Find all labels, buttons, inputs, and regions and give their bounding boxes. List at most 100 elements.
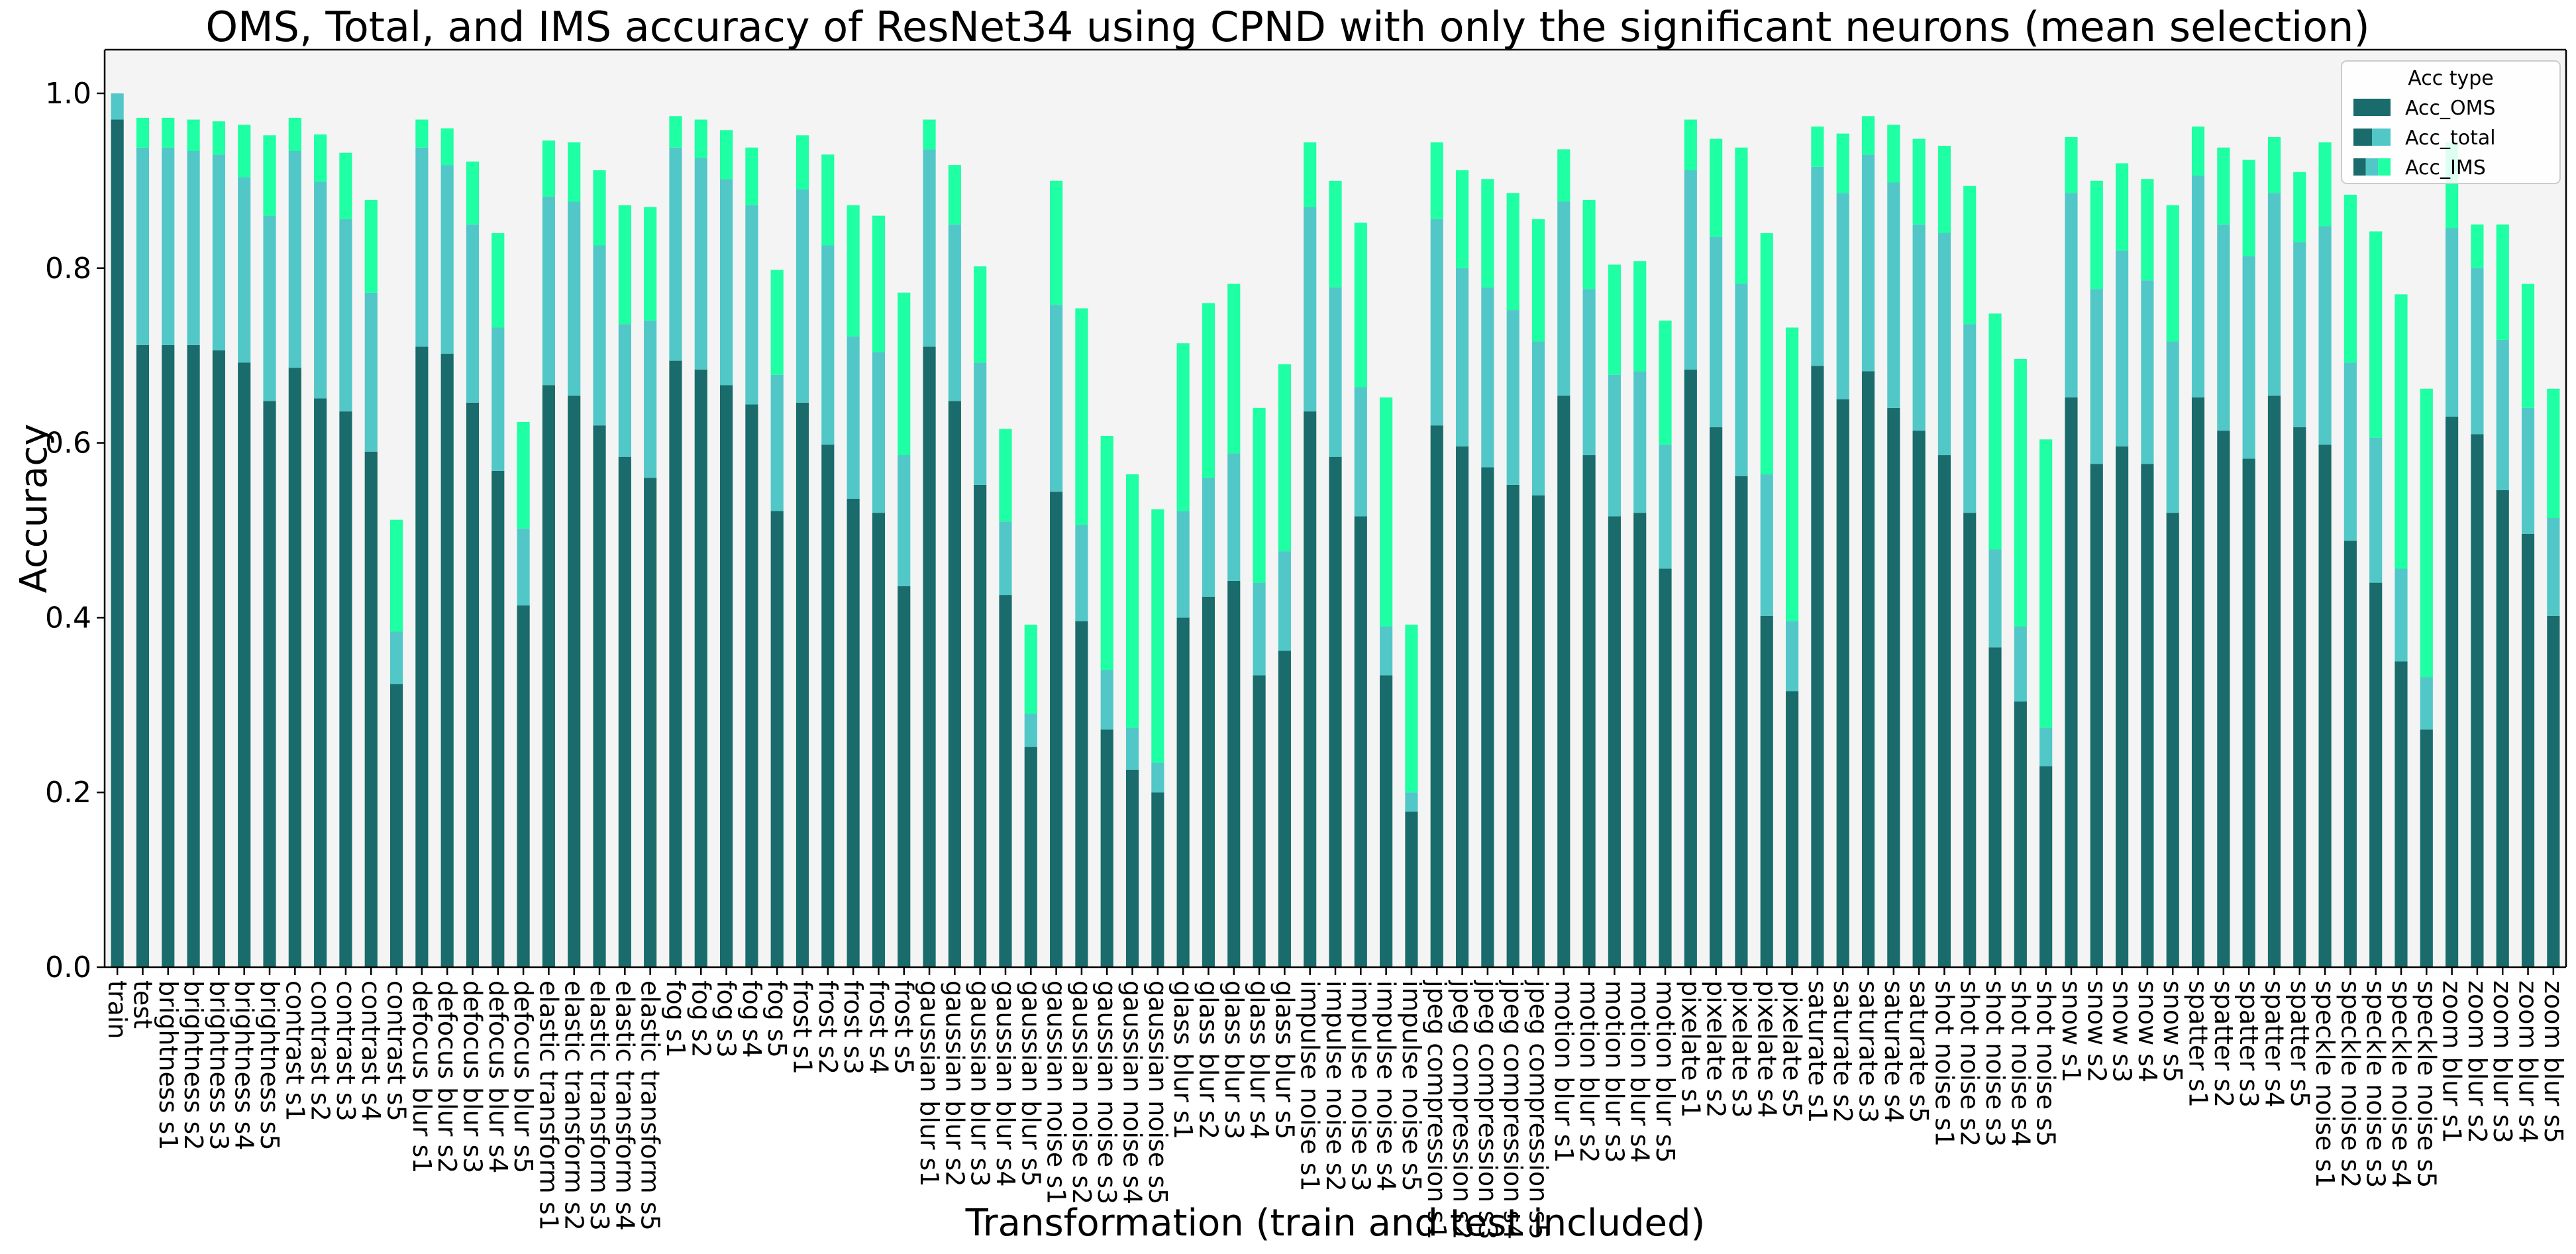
bar-acc-oms	[618, 456, 631, 967]
bar-acc-total	[1735, 284, 1748, 476]
bar-acc-oms	[2521, 533, 2535, 967]
bar-acc-oms	[2116, 446, 2129, 967]
x-tick-label: gaussian noise s3	[1092, 980, 1121, 1204]
bar-acc-oms	[1075, 621, 1088, 967]
bar-acc-ims	[1430, 142, 1443, 219]
bar-acc-oms	[948, 401, 961, 967]
x-tick-label: impulse noise s4	[1372, 980, 1401, 1192]
bar-acc-ims	[770, 270, 784, 375]
bar-acc-ims	[2318, 142, 2332, 227]
x-tick-label: spatter s5	[2285, 980, 2314, 1108]
bar-acc-ims	[568, 142, 581, 202]
bar-acc-ims	[2166, 205, 2179, 342]
x-tick-label: glass blur s5	[1270, 980, 1299, 1139]
bar-acc-total	[847, 336, 860, 499]
bar-acc-ims	[644, 207, 657, 321]
bar-acc-ims	[2471, 224, 2484, 268]
bar-acc-total	[1202, 478, 1215, 597]
x-tick-label: saturate s1	[1803, 980, 1832, 1123]
bar-acc-oms	[2242, 458, 2255, 967]
y-axis-label: Accuracy	[13, 424, 56, 594]
bar-acc-oms	[2217, 431, 2230, 967]
bar-acc-ims	[1100, 436, 1113, 670]
x-tick-label: brightness s2	[179, 980, 208, 1151]
x-tick-label: pixelate s2	[1702, 980, 1731, 1118]
bar-acc-total	[542, 196, 555, 386]
bar-acc-oms	[694, 369, 707, 967]
bar-acc-total	[2141, 280, 2154, 464]
bar-acc-total	[314, 182, 327, 399]
bar-acc-ims	[923, 119, 936, 150]
bar-acc-total	[2014, 626, 2027, 702]
x-tick-label: brightness s4	[230, 980, 259, 1151]
x-tick-label: elastic transform s2	[560, 980, 589, 1231]
bar-acc-total	[389, 631, 403, 684]
legend-swatch	[2353, 158, 2366, 176]
bar-acc-oms	[1125, 769, 1139, 967]
x-tick-label: spatter s1	[2184, 980, 2213, 1108]
bar-acc-total	[2166, 341, 2179, 513]
bar-acc-ims	[948, 165, 961, 225]
bar-acc-ims	[1785, 327, 1799, 621]
bar-acc-total	[1455, 268, 1469, 446]
bar-acc-oms	[593, 425, 606, 967]
x-tick-label: elastic transform s3	[585, 980, 614, 1231]
bar-acc-total	[1659, 444, 1672, 569]
x-tick-label: gaussian noise s2	[1067, 980, 1096, 1204]
bar-acc-total	[136, 147, 150, 345]
bar-acc-oms	[1481, 467, 1494, 967]
bar-acc-oms	[517, 605, 530, 967]
bar-acc-ims	[1531, 219, 1545, 342]
x-tick-label: spatter s3	[2234, 980, 2263, 1108]
bar-acc-total	[288, 151, 301, 368]
x-tick-label: brightness s1	[154, 980, 183, 1151]
bar-acc-ims	[1557, 149, 1571, 202]
bar-acc-total	[1304, 207, 1317, 412]
bar-acc-ims	[694, 119, 707, 158]
bar-acc-oms	[669, 360, 682, 967]
bar-acc-oms	[1861, 371, 1875, 967]
bar-acc-ims	[288, 117, 301, 152]
x-tick-label: test	[128, 980, 157, 1029]
bar-acc-total	[770, 374, 784, 511]
x-tick-label: glass blur s3	[1219, 980, 1249, 1139]
x-tick-label: zoom blur s2	[2463, 980, 2492, 1143]
bar-acc-ims	[314, 134, 327, 182]
bar-acc-oms	[238, 362, 251, 967]
x-tick-label: motion blur s4	[1625, 980, 1655, 1163]
bar-acc-oms	[720, 385, 733, 967]
bar-acc-oms	[2318, 444, 2332, 967]
bar-acc-total	[2242, 256, 2255, 459]
bar-acc-oms	[2191, 397, 2205, 967]
x-tick-label: elastic transform s1	[534, 980, 563, 1231]
x-tick-label: fog s3	[712, 980, 741, 1058]
x-tick-label: brightness s3	[204, 980, 233, 1151]
bar-acc-oms	[466, 402, 480, 967]
bar-acc-oms	[1735, 476, 1748, 967]
bar-acc-oms	[1354, 516, 1367, 967]
x-tick-label: gaussian blur s2	[940, 980, 969, 1187]
bar-acc-oms	[1380, 675, 1393, 967]
bar-acc-ims	[491, 233, 505, 328]
legend-box	[2341, 60, 2561, 184]
bar-acc-oms	[2344, 541, 2357, 967]
x-tick-label: contrast s4	[356, 980, 386, 1122]
bar-acc-total	[618, 324, 631, 457]
bar-acc-ims	[1075, 308, 1088, 525]
bar-acc-ims	[821, 154, 835, 246]
bar-acc-ims	[1811, 127, 1824, 167]
bar-acc-oms	[999, 595, 1012, 967]
bar-acc-ims	[745, 147, 758, 205]
x-tick-label: zoom blur s5	[2539, 980, 2568, 1143]
bar-acc-oms	[314, 398, 327, 967]
bar-acc-ims	[1227, 284, 1241, 454]
bar-acc-ims	[1506, 193, 1520, 311]
bar-acc-oms	[212, 350, 225, 967]
x-tick-label: brightness s5	[255, 980, 284, 1151]
bar-acc-oms	[1710, 427, 1723, 967]
bar-acc-total	[1861, 154, 1875, 372]
x-tick-label: impulse noise s5	[1397, 980, 1426, 1192]
bar-acc-oms	[644, 478, 657, 967]
bar-acc-total	[1836, 193, 1849, 399]
bar-acc-oms	[2420, 729, 2433, 967]
